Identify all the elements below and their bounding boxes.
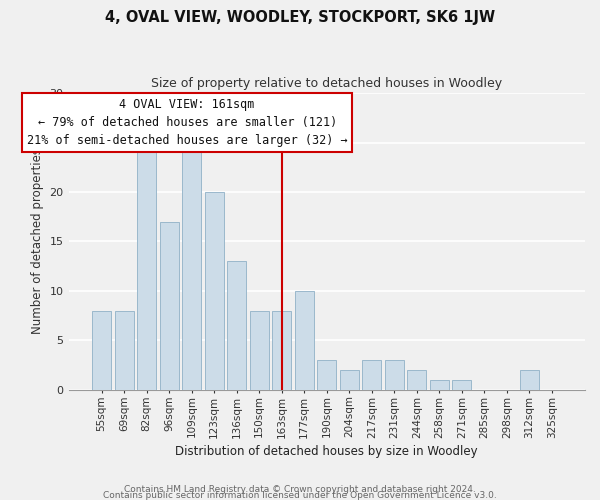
Y-axis label: Number of detached properties: Number of detached properties [31, 148, 44, 334]
Bar [407, 370, 427, 390]
Bar [115, 310, 134, 390]
Bar [137, 152, 156, 390]
Bar [452, 380, 472, 390]
Bar [182, 152, 201, 390]
Bar [160, 222, 179, 390]
Text: 4, OVAL VIEW, WOODLEY, STOCKPORT, SK6 1JW: 4, OVAL VIEW, WOODLEY, STOCKPORT, SK6 1J… [105, 10, 495, 25]
Bar [340, 370, 359, 390]
Text: Contains public sector information licensed under the Open Government Licence v3: Contains public sector information licen… [103, 490, 497, 500]
Bar [250, 310, 269, 390]
Bar [295, 291, 314, 390]
Text: Contains HM Land Registry data © Crown copyright and database right 2024.: Contains HM Land Registry data © Crown c… [124, 484, 476, 494]
Bar [362, 360, 382, 390]
Bar [385, 360, 404, 390]
Title: Size of property relative to detached houses in Woodley: Size of property relative to detached ho… [151, 78, 502, 90]
Bar [520, 370, 539, 390]
Bar [430, 380, 449, 390]
X-axis label: Distribution of detached houses by size in Woodley: Distribution of detached houses by size … [175, 444, 478, 458]
Bar [317, 360, 337, 390]
Bar [205, 192, 224, 390]
Bar [92, 310, 111, 390]
Bar [272, 310, 291, 390]
Text: 4 OVAL VIEW: 161sqm
← 79% of detached houses are smaller (121)
21% of semi-detac: 4 OVAL VIEW: 161sqm ← 79% of detached ho… [27, 98, 347, 147]
Bar [227, 262, 246, 390]
